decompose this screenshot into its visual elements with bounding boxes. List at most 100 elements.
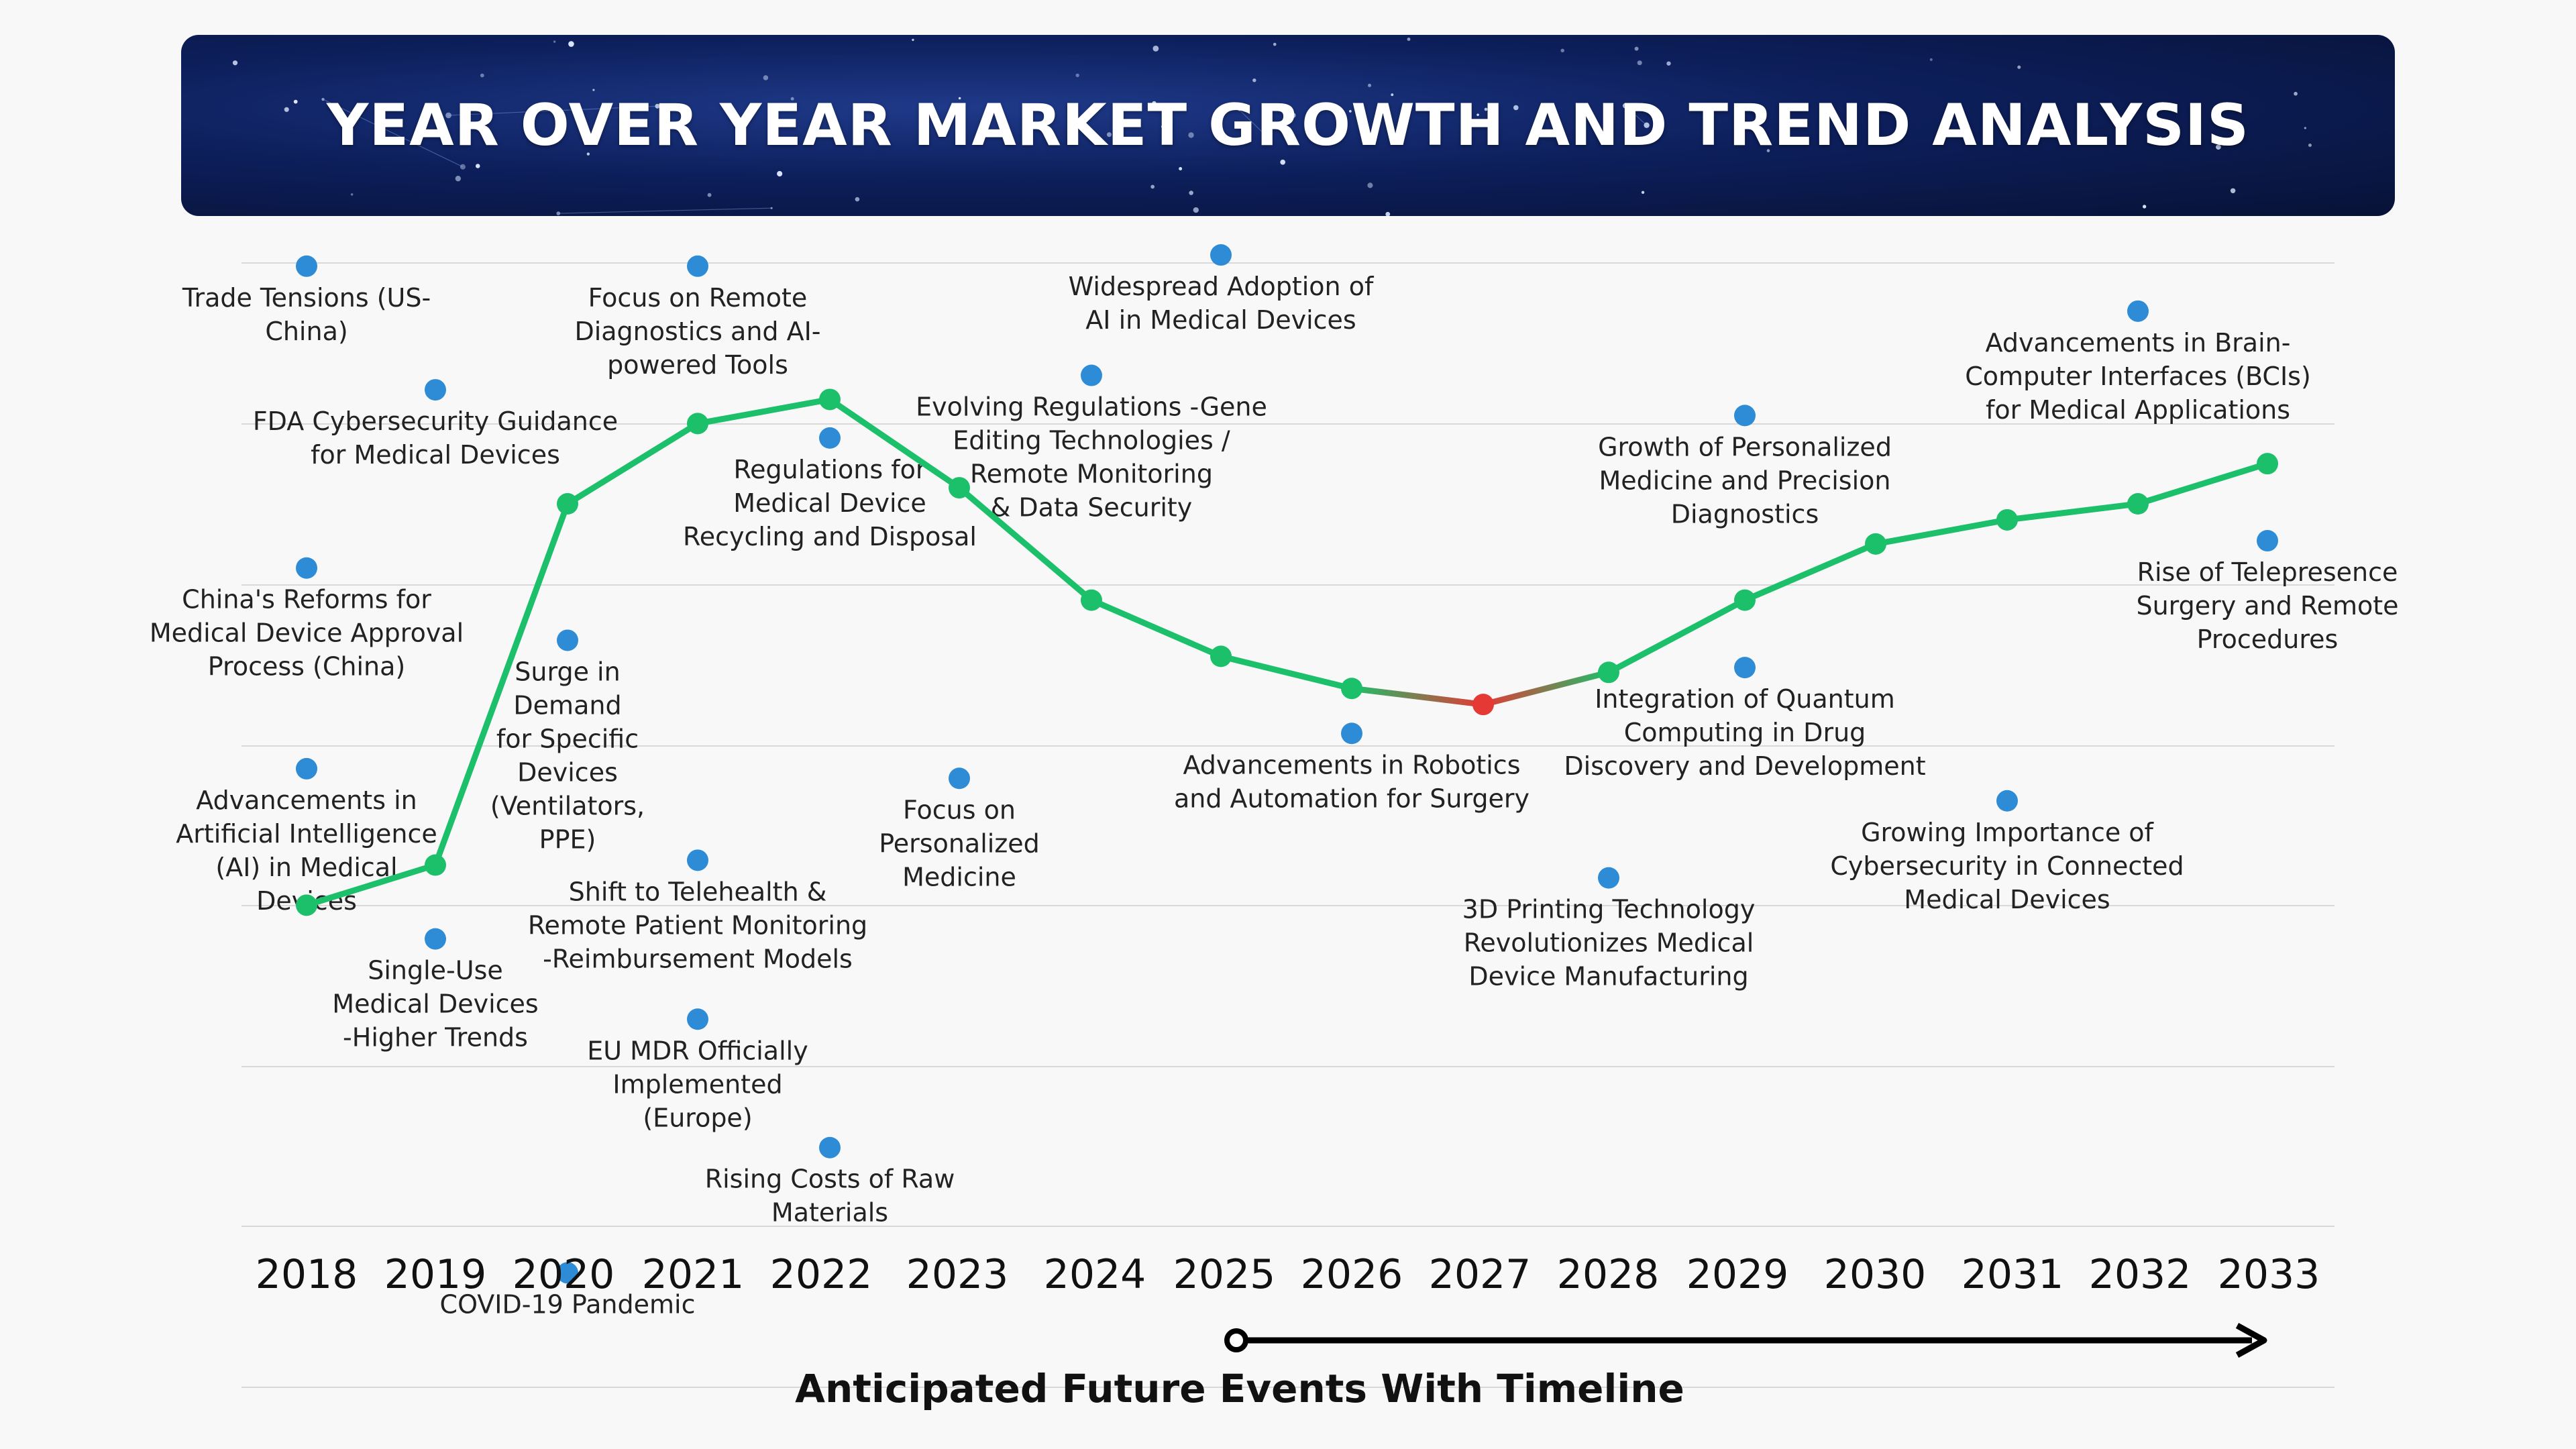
event-label-line: for Specific: [496, 724, 639, 753]
star: [1666, 61, 1671, 66]
event-marker: [1341, 722, 1362, 745]
trend-point: [425, 854, 446, 876]
event-label-line: Rising Costs of Raw: [705, 1165, 955, 1194]
event-label-line: China): [265, 317, 347, 346]
event-label-line: Trade Tensions (US-: [182, 283, 431, 313]
event-marker: [425, 928, 446, 950]
constellation-line: [323, 99, 464, 168]
star: [1161, 125, 1164, 128]
event-marker: [1210, 244, 1232, 266]
trend-point: [1210, 645, 1232, 667]
event-marker: [1081, 364, 1102, 386]
year-tick-label: 2024: [1044, 1251, 1146, 1298]
event-label-line: Growing Importance of: [1861, 818, 2154, 847]
star: [2304, 127, 2306, 129]
star: [460, 164, 466, 170]
year-tick-label: 2032: [2089, 1251, 2192, 1298]
star: [1801, 122, 1805, 126]
trend-segment: [1218, 653, 1355, 692]
event-label-line: Revolutionizes Medical: [1464, 928, 1754, 958]
constellation-line: [1239, 109, 1267, 137]
star: [1273, 42, 1277, 46]
trend-point: [1081, 589, 1102, 611]
year-tick-label: 2021: [642, 1251, 745, 1298]
event-label-line: Growth of Personalized: [1598, 432, 1892, 462]
event-marker: [1598, 867, 1619, 889]
event-label-line: Remote Patient Monitoring: [528, 910, 867, 940]
star: [445, 112, 451, 119]
trend-point: [296, 894, 317, 916]
event-label-line: Diagnostics: [1671, 499, 1819, 529]
star: [2143, 205, 2147, 209]
trend-segment: [432, 500, 571, 869]
star: [855, 197, 860, 202]
year-tick-label: 2033: [2218, 1251, 2320, 1298]
star: [293, 99, 298, 104]
x-axis-labels: 2018 2019 2020 2021 2022 2023 2024 2025 2026 2027…: [256, 1251, 2320, 1298]
trend-segment: [2135, 460, 2271, 507]
star: [2308, 143, 2312, 147]
event-label: Advancements in Brain- Computer Interface…: [1965, 328, 2311, 425]
star: [655, 103, 660, 109]
event-label-line: Procedures: [2197, 625, 2339, 654]
star: [1075, 73, 1079, 77]
event-label-line: Medicine: [902, 862, 1016, 892]
event-label: Rise of Telepresence Surgery and Remote Pr…: [2136, 557, 2398, 654]
star: [586, 152, 590, 156]
trend-point: [557, 493, 578, 515]
event-label: EU MDR Officially Implemented (Europe): [587, 1036, 808, 1132]
star: [1193, 207, 1199, 213]
event-marker: [1996, 790, 2018, 812]
star: [1280, 159, 1286, 165]
event-label-line: Process (China): [208, 652, 405, 682]
event-label-line: Medicine and Precision: [1599, 466, 1891, 495]
star: [1179, 166, 1183, 171]
event-annotation: Regulations for Medical Device Recycling a…: [683, 427, 977, 551]
star: [1391, 93, 1394, 97]
event-label: Growing Importance of Cybersecurity in Co…: [1830, 818, 2184, 914]
event-label-line: Surge in: [515, 657, 620, 686]
event-label-line: (Ventilators,: [490, 791, 645, 820]
event-label-line: Advancements in Robotics: [1183, 750, 1520, 780]
star: [1513, 105, 1519, 111]
star: [1152, 45, 1159, 52]
star: [777, 170, 783, 177]
chart-title: YEAR OVER YEAR MARKET GROWTH AND TREND A…: [327, 92, 2249, 159]
event-label: Rising Costs of Raw Materials: [705, 1165, 955, 1228]
event-annotation: Growth of Personalized Medicine and Preci…: [1598, 405, 1892, 529]
event-marker: [296, 557, 317, 579]
event-marker: [2127, 300, 2149, 322]
event-label-line: Devices: [517, 757, 618, 787]
event-label-line: Medical Devices: [1904, 885, 2110, 914]
event-annotation: Focus on Personalized Medicine: [879, 767, 1040, 892]
event-label-line: Medical Devices: [332, 989, 538, 1019]
event-label-line: powered Tools: [607, 350, 788, 380]
year-tick-label: 2018: [256, 1251, 358, 1298]
event-annotation: Trade Tensions (US- China): [182, 255, 431, 346]
trend-segment: [826, 396, 963, 491]
event-marker: [949, 767, 970, 790]
star: [1929, 58, 1933, 61]
event-label-line: EU MDR Officially: [587, 1036, 808, 1065]
star: [284, 107, 289, 112]
year-tick-label: 2029: [1686, 1251, 1789, 1298]
star: [1484, 107, 1488, 111]
trend-point: [687, 413, 708, 435]
star: [232, 60, 238, 66]
trend-segment: [694, 396, 833, 427]
event-label: Regulations for Medical Device Recycling a…: [683, 455, 977, 551]
star: [1385, 211, 1391, 216]
event-label-line: Evolving Regulations -Gene: [916, 392, 1267, 422]
future-timeline: Anticipated Future Events With Timeline: [795, 1323, 2267, 1411]
event-label: FDA Cybersecurity Guidance for Medical De…: [253, 407, 618, 470]
event-annotation: Advancements in Robotics and Automation f…: [1174, 722, 1529, 813]
event-label-line: Computing in Drug: [1624, 718, 1866, 747]
event-label-line: Focus on: [903, 795, 1016, 824]
year-tick-label: 2027: [1429, 1251, 1532, 1298]
year-tick-label: 2023: [906, 1251, 1009, 1298]
event-label-line: Medical Device Approval: [150, 619, 464, 648]
timeline-caption: Anticipated Future Events With Timeline: [795, 1366, 1684, 1411]
event-label-line: Materials: [771, 1198, 888, 1228]
constellation-line: [448, 105, 658, 116]
